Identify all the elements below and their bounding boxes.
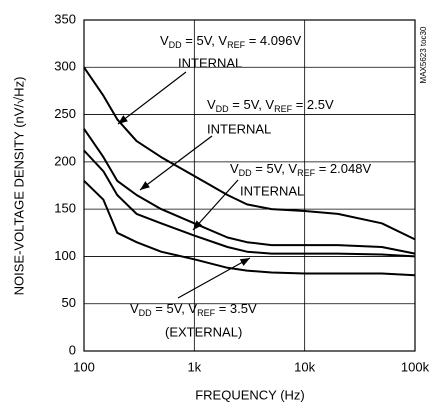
y-axis-label: NOISE-VOLTAGE DENSITY (nV/√Hz) [11,77,26,296]
data-line [83,149,416,258]
annotation-text: V [230,161,239,176]
annotation-text: = 5V, V [182,33,228,48]
annotation-subscript: REF [297,168,316,178]
annotation-text: = 4.096V [245,33,301,48]
x-axis-label: FREQUENCY (Hz) [195,387,305,402]
annotation-label: VDD = 5V, VREF = 3.5V [130,301,257,318]
annotation-subscript: REF [274,104,293,114]
annotation-text: V [130,301,139,316]
y-tick-label: 250 [54,106,76,121]
y-tick-label: 300 [54,59,76,74]
annotation-text: = 2.048V [315,161,371,176]
x-tick-label: 10k [294,359,315,374]
annotation-text: V [207,97,216,112]
x-tick-label: 100 [73,359,95,374]
annotation-text: = 3.5V [215,301,257,316]
annotation-arrow [177,257,251,299]
side-note: MAX5623 toc30 [419,26,428,83]
annotation-subscript: DD [216,104,229,114]
y-tick-label: 350 [54,11,76,26]
y-tick-label: 100 [54,248,76,263]
annotation-text: = 5V, V [152,301,198,316]
annotation-label: VDD = 5V, VREF = 4.096V [160,33,301,50]
y-tick-label: 50 [62,295,76,310]
annotation-arrow [139,135,213,191]
annotation-subscript: DD [139,308,152,318]
y-tick-label: 150 [54,201,76,216]
annotation-note: INTERNAL [178,55,242,70]
annotation-text: = 2.5V [292,97,334,112]
annotation-arrow [192,179,239,231]
annotation-label: VDD = 5V, VREF = 2.5V [207,97,334,114]
data-line [83,128,416,255]
y-tick-label: 0 [69,342,76,357]
x-tick-label: 100k [401,359,430,374]
annotation-subscript: DD [239,168,252,178]
annotation-label: VDD = 5V, VREF = 2.048V [230,161,371,178]
annotation-note: INTERNAL [207,121,271,136]
annotation-note: (EXTERNAL) [165,324,242,339]
annotation-note: INTERNAL [240,183,304,198]
annotation-subscript: DD [169,40,182,50]
annotation-text: V [160,33,169,48]
x-tick-label: 1k [187,359,201,374]
y-tick-label: 200 [54,153,76,168]
annotation-text: = 5V, V [229,97,275,112]
data-line [83,180,416,277]
data-line [83,66,416,241]
annotation-subscript: REF [197,308,216,318]
annotation-text: = 5V, V [252,161,298,176]
annotation-subscript: REF [227,40,246,50]
annotation-arrow [117,71,187,125]
